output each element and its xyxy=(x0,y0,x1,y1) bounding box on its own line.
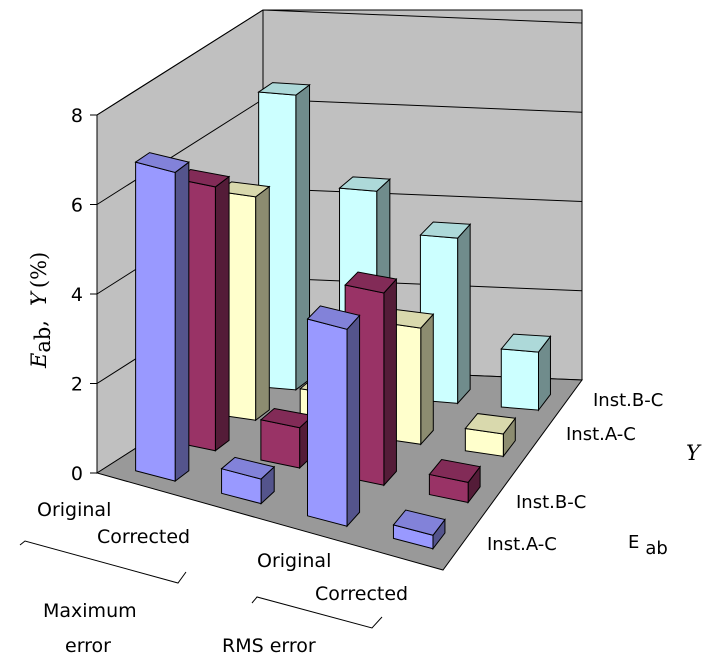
y-axis-title-y: Y xyxy=(27,290,51,306)
y-tick-label: 8 xyxy=(71,105,83,127)
depth-group-label-y: Y xyxy=(686,441,702,465)
bar-series-0-cat-0 xyxy=(134,152,190,483)
bar-series-2-cat-3 xyxy=(464,413,517,458)
series-label-2: Inst.A-C xyxy=(566,424,636,445)
group-bracket-rms xyxy=(251,596,383,629)
y-axis-title-e: E xyxy=(27,353,51,369)
y-axis-title: Eab, Y (%) xyxy=(27,252,55,369)
y-axis-title-sep: , xyxy=(27,320,51,327)
y-tick-label: 2 xyxy=(71,374,83,396)
y-tick-label: 0 xyxy=(71,463,83,485)
y-axis-title-unit: (%) xyxy=(27,252,51,288)
series-label-1: Inst.B-C xyxy=(516,492,586,513)
category-label-0: Original xyxy=(37,499,111,521)
y-axis-tick-labels: 0 2 4 6 8 xyxy=(71,105,83,485)
group-label-maximum-line2: error xyxy=(65,635,111,657)
y-tick-label: 4 xyxy=(71,284,83,306)
y-axis-title-e-sub: ab xyxy=(31,327,55,353)
series-label-3: Inst.B-C xyxy=(593,390,663,411)
bar-series-0-cat-1 xyxy=(220,456,276,505)
category-label-1: Corrected xyxy=(97,526,190,548)
svg-text:Eab,Y(%): Eab, Y (%) xyxy=(27,252,55,369)
category-label-2: Original xyxy=(257,550,331,572)
bar-series-0-cat-2 xyxy=(306,305,361,528)
category-label-3: Corrected xyxy=(315,583,408,605)
bars xyxy=(134,82,552,551)
group-label-maximum-line1: Maximum xyxy=(43,600,137,622)
bar-series-1-cat-3 xyxy=(428,459,482,504)
y-tick-label: 6 xyxy=(71,195,83,217)
group-bracket-maximum xyxy=(19,540,187,584)
bar-series-0-cat-3 xyxy=(392,509,446,551)
group-label-rms: RMS error xyxy=(222,635,316,657)
series-label-0: Inst.A-C xyxy=(487,534,557,555)
bar-series-1-cat-1 xyxy=(259,407,314,470)
gridline xyxy=(96,9,583,116)
bar-series-3-cat-3 xyxy=(500,333,552,412)
